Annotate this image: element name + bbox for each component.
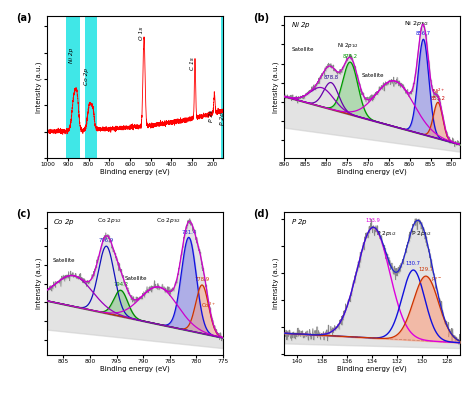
Text: P $2p_{1/2}$: P $2p_{1/2}$ [375,229,396,238]
Y-axis label: Intensity (a.u.): Intensity (a.u.) [36,258,42,309]
Text: Co$^{2+}$: Co$^{2+}$ [201,301,216,310]
Text: P 2s: P 2s [210,110,214,122]
Text: Satellite: Satellite [292,47,314,52]
Text: 874.2: 874.2 [343,54,358,59]
Text: (c): (c) [16,209,30,219]
Text: Ni 2$p$: Ni 2$p$ [292,20,311,30]
Text: Co $2p_{1/2}$: Co $2p_{1/2}$ [97,216,122,225]
X-axis label: Binding energy (eV): Binding energy (eV) [337,169,407,175]
Text: Satellite: Satellite [125,276,147,281]
Bar [66,16,81,158]
Text: 796.9: 796.9 [99,238,114,243]
Text: (b): (b) [253,13,269,23]
Text: 778.9: 778.9 [195,277,210,282]
Text: 794.2: 794.2 [113,282,128,288]
Text: (a): (a) [16,13,31,23]
Text: Co 2p: Co 2p [84,68,89,85]
Text: 781.4: 781.4 [181,230,196,235]
X-axis label: Binding energy (eV): Binding energy (eV) [100,169,170,175]
Text: O 1s: O 1s [139,26,144,39]
Text: Satellite: Satellite [362,73,384,78]
Bar [84,16,97,158]
X-axis label: Binding energy (eV): Binding energy (eV) [100,365,170,372]
Text: 853.2: 853.2 [430,95,446,100]
Text: Satellite: Satellite [53,258,75,263]
Text: 130.7: 130.7 [406,261,421,266]
Text: (d): (d) [253,209,269,219]
Text: 878.8: 878.8 [324,75,338,80]
Y-axis label: Intensity (a.u.): Intensity (a.u.) [36,61,42,113]
Bar [221,16,229,158]
Y-axis label: Intensity (a.u.): Intensity (a.u.) [272,61,279,113]
Text: Ni $2p_{1/2}$: Ni $2p_{1/2}$ [337,41,359,50]
Text: 133.9: 133.9 [366,218,381,223]
Y-axis label: Intensity (a.u.): Intensity (a.u.) [272,258,279,309]
Text: C 1s: C 1s [190,57,195,70]
Text: 129.7: 129.7 [419,267,434,272]
Text: P 2p: P 2p [219,112,225,125]
Text: Co 2$p$: Co 2$p$ [53,216,74,227]
Text: P $2p_{3/2}$: P $2p_{3/2}$ [410,229,431,238]
Text: P$^{x-}$: P$^{x-}$ [431,276,442,284]
X-axis label: Binding energy (eV): Binding energy (eV) [337,365,407,372]
Text: Ni $2p_{3/2}$: Ni $2p_{3/2}$ [404,20,428,28]
Text: P 2$p$: P 2$p$ [292,216,309,227]
Text: Ni$^{2+}$: Ni$^{2+}$ [432,87,446,96]
Text: Ni 2p: Ni 2p [69,48,74,63]
Text: 856.7: 856.7 [416,32,431,37]
Text: Co $2p_{3/2}$: Co $2p_{3/2}$ [156,216,181,225]
